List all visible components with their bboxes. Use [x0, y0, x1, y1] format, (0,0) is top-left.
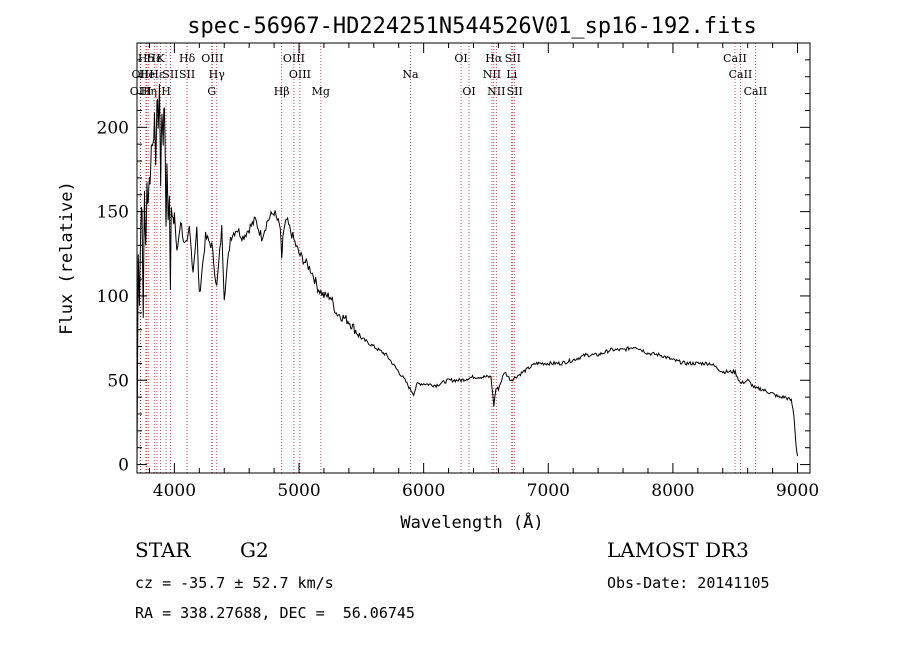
x-tick-label-3: 7000 [527, 481, 570, 501]
coordinates-text: RA = 338.27688, DEC = 56.06745 [135, 604, 415, 622]
line-marker-label-25: SII [505, 52, 521, 65]
spectrum-line [136, 84, 799, 465]
line-marker-label-18: Mg [312, 85, 330, 98]
y-tick-label-0: 0 [118, 456, 129, 476]
object-subclass: G2 [240, 538, 269, 562]
line-marker-label-14: G [207, 85, 216, 98]
line-marker-label-21: OI [462, 85, 475, 98]
object-class: STAR [135, 538, 191, 562]
line-marker-label-5: Hε [147, 52, 163, 65]
line-marker-label-23: Hα [485, 52, 503, 65]
y-tick-label-4: 200 [97, 118, 129, 138]
line-marker-label-4: Hη [141, 85, 157, 98]
y-tick-label-3: 150 [97, 203, 129, 223]
line-marker-label-15: Hβ [274, 85, 290, 98]
axis-ticks: 4000 5000 6000 7000 8000 9000 0 50 100 150 200 [97, 43, 819, 501]
line-marker-label-8: H [161, 85, 171, 98]
line-marker-label-12: OIII [201, 52, 223, 65]
x-tick-label-2: 6000 [402, 481, 445, 501]
line-marker-label-24: NII [487, 85, 505, 98]
line-marker-label-2: Hδ [138, 52, 155, 65]
line-marker-label-0: OII [132, 68, 150, 81]
survey-name: LAMOST DR3 [607, 538, 749, 562]
redshift-text: cz = -35.7 ± 52.7 km/s [135, 574, 334, 592]
line-marker-label-19: Na [402, 68, 419, 81]
y-tick-label-2: 100 [97, 287, 129, 307]
line-marker-label-29: CaII [729, 68, 753, 81]
line-marker-label-16: OIII [283, 52, 305, 65]
obs-date: Obs-Date: 20141105 [607, 574, 770, 592]
line-marker-label-28: CaII [723, 52, 747, 65]
line-marker-label-17: OIII [289, 68, 311, 81]
line-marker-label-26: Li [506, 68, 517, 81]
x-tick-label-1: 5000 [277, 481, 320, 501]
spectrum-series [136, 84, 799, 465]
line-marker-label-11: SII [179, 68, 195, 81]
line-marker-label-30: CaII [744, 85, 768, 98]
x-tick-label-0: 4000 [153, 481, 196, 501]
y-axis-label: Flux (relative) [57, 181, 77, 335]
x-tick-label-5: 9000 [776, 481, 819, 501]
line-marker-label-3: He [139, 68, 155, 81]
line-marker-label-9: SII [162, 68, 178, 81]
line-marker-label-7: K [156, 52, 165, 65]
x-axis-label: Wavelength (Å) [400, 511, 543, 533]
line-marker-label-13: Hγ [209, 68, 226, 81]
plot-frame [136, 42, 811, 474]
line-marker-label-6: Hε [149, 68, 165, 81]
line-marker-label-22: NII [483, 68, 501, 81]
chart-title: spec-56967-HD224251N544526V01_sp16-192.f… [187, 14, 757, 39]
y-tick-label-1: 50 [107, 371, 129, 391]
x-tick-label-4: 8000 [651, 481, 694, 501]
line-marker-label-27: SII [507, 85, 523, 98]
line-marker-label-20: OI [454, 52, 467, 65]
